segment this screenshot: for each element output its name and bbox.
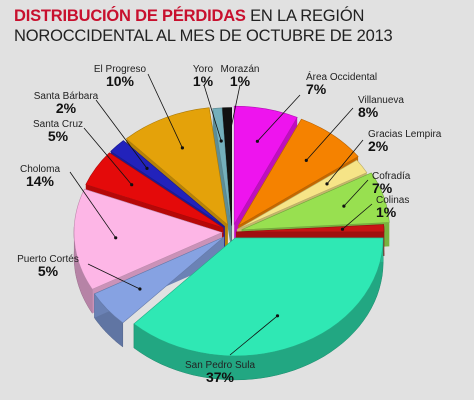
chart-title-line2: NOROCCIDENTAL AL MES DE OCTUBRE DE 2013 <box>14 27 393 45</box>
label-morazan: Morazán <box>221 64 260 75</box>
label-san-pedro-sula: San Pedro Sula <box>185 360 255 371</box>
pct-choloma: 14% <box>26 173 55 189</box>
leader-dot-san-pedro-sula <box>275 314 280 318</box>
label-leaders <box>69 73 373 356</box>
leader-area-occidental <box>257 94 301 142</box>
label-area-occidental: Área Occidental <box>306 70 377 83</box>
label-santa-barbara: Santa Bárbara <box>34 91 99 102</box>
leader-villanueva <box>306 107 354 161</box>
pct-area-occidental: 7% <box>306 81 327 97</box>
label-santa-cruz: Santa Cruz <box>33 119 83 130</box>
leader-dot-colinas <box>340 227 345 231</box>
leader-gracias-lempira <box>326 139 364 185</box>
pct-villanueva: 8% <box>358 104 379 120</box>
pct-el-progreso: 10% <box>106 73 135 89</box>
label-el-progreso: El Progreso <box>94 64 147 75</box>
leader-dot-area-occidental <box>255 139 259 143</box>
slice-colinas <box>235 224 385 233</box>
slice-santa-barbara <box>110 140 225 227</box>
leader-el-progreso <box>147 73 183 149</box>
slice-choloma <box>73 188 223 290</box>
label-puerto-cortes: Puerto Cortés <box>17 254 79 265</box>
leader-dot-choloma <box>114 236 118 240</box>
leader-santa-barbara <box>95 99 148 169</box>
leader-dot-morazan <box>226 139 230 143</box>
leader-dot-yoro <box>219 139 223 143</box>
chart-title-rest: EN LA REGIÓN <box>245 7 365 25</box>
leader-dot-santa-cruz <box>130 183 134 187</box>
pct-puerto-cortes: 5% <box>38 263 59 279</box>
slice-el-progreso <box>125 107 229 226</box>
chart-title: DISTRIBUCIÓN DE PÉRDIDAS EN LA REGIÓN NO… <box>14 6 464 46</box>
pct-san-pedro-sula: 37% <box>206 369 235 385</box>
slice-yoro <box>212 107 232 226</box>
pct-yoro: 1% <box>193 73 214 89</box>
pct-colinas: 1% <box>376 204 397 220</box>
leader-choloma <box>69 171 117 239</box>
label-cofradia: Cofradía <box>372 171 411 182</box>
label-villanueva: Villanueva <box>358 95 404 106</box>
leader-dot-cofradia <box>342 204 346 208</box>
pct-santa-cruz: 5% <box>48 128 69 144</box>
slice-villanueva <box>237 118 359 227</box>
slice-wall-yoro <box>212 108 232 250</box>
leader-san-pedro-sula <box>229 315 278 356</box>
leader-dot-el-progreso <box>180 146 184 150</box>
pie-slices <box>73 105 390 357</box>
leader-puerto-cortes <box>87 263 141 290</box>
pct-cofradia: 7% <box>372 180 393 196</box>
slice-area-occidental <box>233 105 298 226</box>
leader-dot-santa-barbara <box>145 166 149 170</box>
label-gracias-lempira: Gracias Lempira <box>368 129 442 140</box>
slice-san-pedro-sula <box>133 237 384 357</box>
chart-title-highlight: DISTRIBUCIÓN DE PÉRDIDAS <box>14 7 246 25</box>
slice-cofradia <box>241 172 390 231</box>
leader-dot-gracias-lempira <box>325 182 329 186</box>
leader-santa-cruz <box>83 127 133 185</box>
leader-morazan <box>228 84 241 141</box>
pct-morazan: 1% <box>230 73 251 89</box>
label-yoro: Yoro <box>193 64 214 75</box>
leader-cofradia <box>343 179 369 207</box>
slice-puerto-cortes <box>93 236 225 324</box>
slice-gracias-lempira <box>236 159 368 230</box>
leader-dot-puerto-cortes <box>138 287 142 291</box>
leader-yoro <box>203 84 222 142</box>
leader-dot-villanueva <box>304 158 308 162</box>
pct-gracias-lempira: 2% <box>368 138 389 154</box>
pct-santa-barbara: 2% <box>56 100 77 116</box>
label-colinas: Colinas <box>376 195 409 206</box>
leader-colinas <box>342 203 373 230</box>
label-choloma: Choloma <box>20 164 60 175</box>
